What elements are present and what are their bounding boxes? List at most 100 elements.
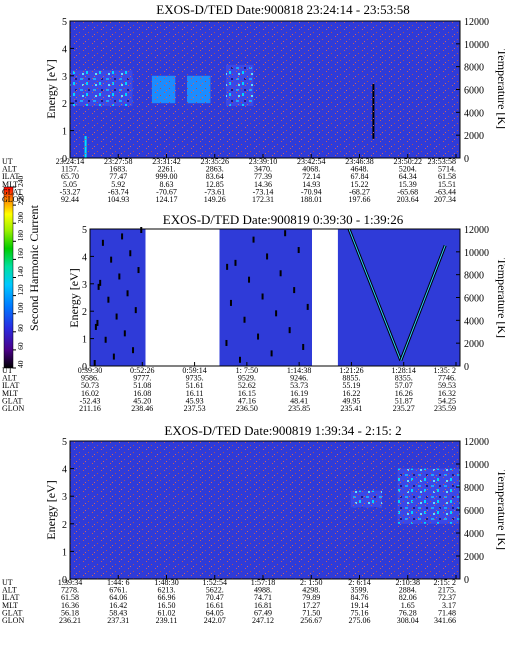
ephemeris-cell: 1:44: 6 <box>107 578 129 587</box>
ephemeris-cell: 1:57:18 <box>251 578 275 587</box>
ephemeris-cell: 4988. <box>254 586 272 595</box>
ephemeris-cell: 16.15 <box>238 389 256 398</box>
ephemeris-cell: 9246. <box>290 374 308 383</box>
ephemeris-cell: 2:10:38 <box>396 578 420 587</box>
ephemeris-cell: -65.68 <box>397 187 418 196</box>
panel-2-ylabel: Energy [eV] <box>67 268 81 327</box>
ephemeris-cell: 82.06 <box>399 593 417 602</box>
heatmap-streak <box>293 287 296 294</box>
ephemeris-cell: 72.14 <box>302 172 320 181</box>
ephemeris-cell: 17.27 <box>302 601 320 610</box>
ephemeris-cell: 5.05 <box>63 180 77 189</box>
ephemeris-cell: 71.48 <box>438 608 456 617</box>
heatmap-streak <box>248 276 251 283</box>
ephemeris-cell: 9777. <box>133 374 151 383</box>
ephemeris-cell: -52.43 <box>80 396 101 405</box>
ephemeris-row-label: UT <box>2 366 13 375</box>
y2-tick-label: 10000 <box>464 460 489 471</box>
ephemeris-row-label: GLON <box>2 404 24 413</box>
ephemeris-cell: 3470. <box>254 165 272 174</box>
y2-tick-label: 4000 <box>464 529 484 540</box>
ephemeris-cell: 1.65 <box>401 601 415 610</box>
panel-2-y2label: Temperature [K] <box>495 258 505 338</box>
ephemeris-row-label: MLT <box>2 180 18 189</box>
ephemeris-cell: 16.22 <box>342 389 360 398</box>
y2-tick-label: 12000 <box>464 437 489 448</box>
ephemeris-cell: 70.47 <box>206 593 224 602</box>
y-tick-label: 2 <box>62 520 67 531</box>
ephemeris-cell: 7746. <box>438 374 456 383</box>
ephemeris-cell: 64.06 <box>109 593 127 602</box>
y-tick-label: 4 <box>82 252 87 263</box>
y2-tick-label: 4000 <box>464 316 484 327</box>
ephemeris-cell: 16.42 <box>109 601 127 610</box>
heatmap-streak <box>115 313 118 320</box>
panel-2-heatmap <box>90 227 460 366</box>
ephemeris-cell: 16.32 <box>438 389 456 398</box>
ephemeris-row-label: GLON <box>2 195 24 204</box>
ephemeris-cell: 275.06 <box>349 616 371 625</box>
ephemeris-cell: -53.27 <box>60 187 81 196</box>
ephemeris-cell: 197.66 <box>349 195 371 204</box>
ephemeris-row-label: ILAT <box>2 172 19 181</box>
ephemeris-cell: 237.31 <box>107 616 129 625</box>
heatmap-streak <box>110 256 113 263</box>
ephemeris-cell: 47.16 <box>238 396 256 405</box>
ephemeris-cell: 2863. <box>206 165 224 174</box>
ephemeris-cell: 9529. <box>238 374 256 383</box>
ephemeris-cell: 16.08 <box>133 389 151 398</box>
ephemeris-cell: 6213. <box>158 586 176 595</box>
colorbar-tick-label: 180 <box>16 230 25 242</box>
ephemeris-cell: -73.14 <box>253 187 274 196</box>
ephemeris-cell: 235.27 <box>393 404 415 413</box>
colorbar: 40 60 80 100 120 140 160 180 200 220 240 Second Ha… <box>3 176 41 369</box>
ephemeris-cell: 45.20 <box>133 396 151 405</box>
panel-1-ephemeris-table: UTALTILATMLTGLATGLON23:24:141157.65.705.… <box>2 157 456 204</box>
panel-1-noise <box>70 21 460 158</box>
ephemeris-cell: 51.87 <box>395 396 413 405</box>
y-tick-label: 1 <box>62 127 67 138</box>
ephemeris-cell: 15.51 <box>438 180 456 189</box>
heatmap-streak <box>140 227 143 234</box>
ephemeris-cell: -70.67 <box>156 187 177 196</box>
y-tick-label: 0 <box>82 362 87 373</box>
ephemeris-row-label: ILAT <box>2 593 19 602</box>
y-tick-label: 5 <box>62 437 67 448</box>
ephemeris-cell: 2:15: 2 <box>434 578 456 587</box>
ephemeris-cell: -63.74 <box>108 187 129 196</box>
y2-tick-label: 4000 <box>464 108 484 119</box>
y2-tick-label: 12000 <box>464 17 489 28</box>
ephemeris-cell: 8.63 <box>160 180 174 189</box>
y2-tick-label: 0 <box>464 362 469 373</box>
ephemeris-cell: -63.44 <box>435 187 456 196</box>
ephemeris-cell: 53.73 <box>290 381 308 390</box>
ephemeris-cell: 16.11 <box>186 389 204 398</box>
heatmap-streak <box>126 290 129 297</box>
ephemeris-cell: 2: 1:50 <box>300 578 322 587</box>
ephemeris-cell: 2: 6:14 <box>348 578 370 587</box>
ephemeris-cell: 1: 7:50 <box>236 366 258 375</box>
heatmap-streak <box>96 319 99 326</box>
heatmap-streak <box>93 360 96 366</box>
ephemeris-cell: 23:35:26 <box>201 157 229 166</box>
heatmap-streak <box>99 279 102 286</box>
ephemeris-cell: 1:21:26 <box>339 366 363 375</box>
ephemeris-cell: 77.47 <box>109 172 127 181</box>
ephemeris-row-label: MLT <box>2 389 18 398</box>
y-tick-label: 3 <box>62 72 67 83</box>
ephemeris-cell: 16.61 <box>206 601 224 610</box>
ephemeris-cell: 57.07 <box>395 381 413 390</box>
ephemeris-row-label: GLON <box>2 616 24 625</box>
heatmap-streak <box>107 296 110 303</box>
heatmap-region <box>90 229 146 366</box>
heatmap-streak <box>134 307 137 314</box>
y2-tick-label: 6000 <box>464 294 484 305</box>
heatmap-streak <box>279 270 282 277</box>
ephemeris-cell: 242.07 <box>204 616 226 625</box>
y2-tick-label: 12000 <box>464 225 489 236</box>
ephemeris-cell: 1:28:14 <box>391 366 415 375</box>
colorbar-tick-label: 160 <box>16 248 25 260</box>
ephemeris-row-label: ALT <box>2 165 17 174</box>
colorbar-tick-label: 140 <box>16 266 25 278</box>
ephemeris-cell: 54.25 <box>438 396 456 405</box>
